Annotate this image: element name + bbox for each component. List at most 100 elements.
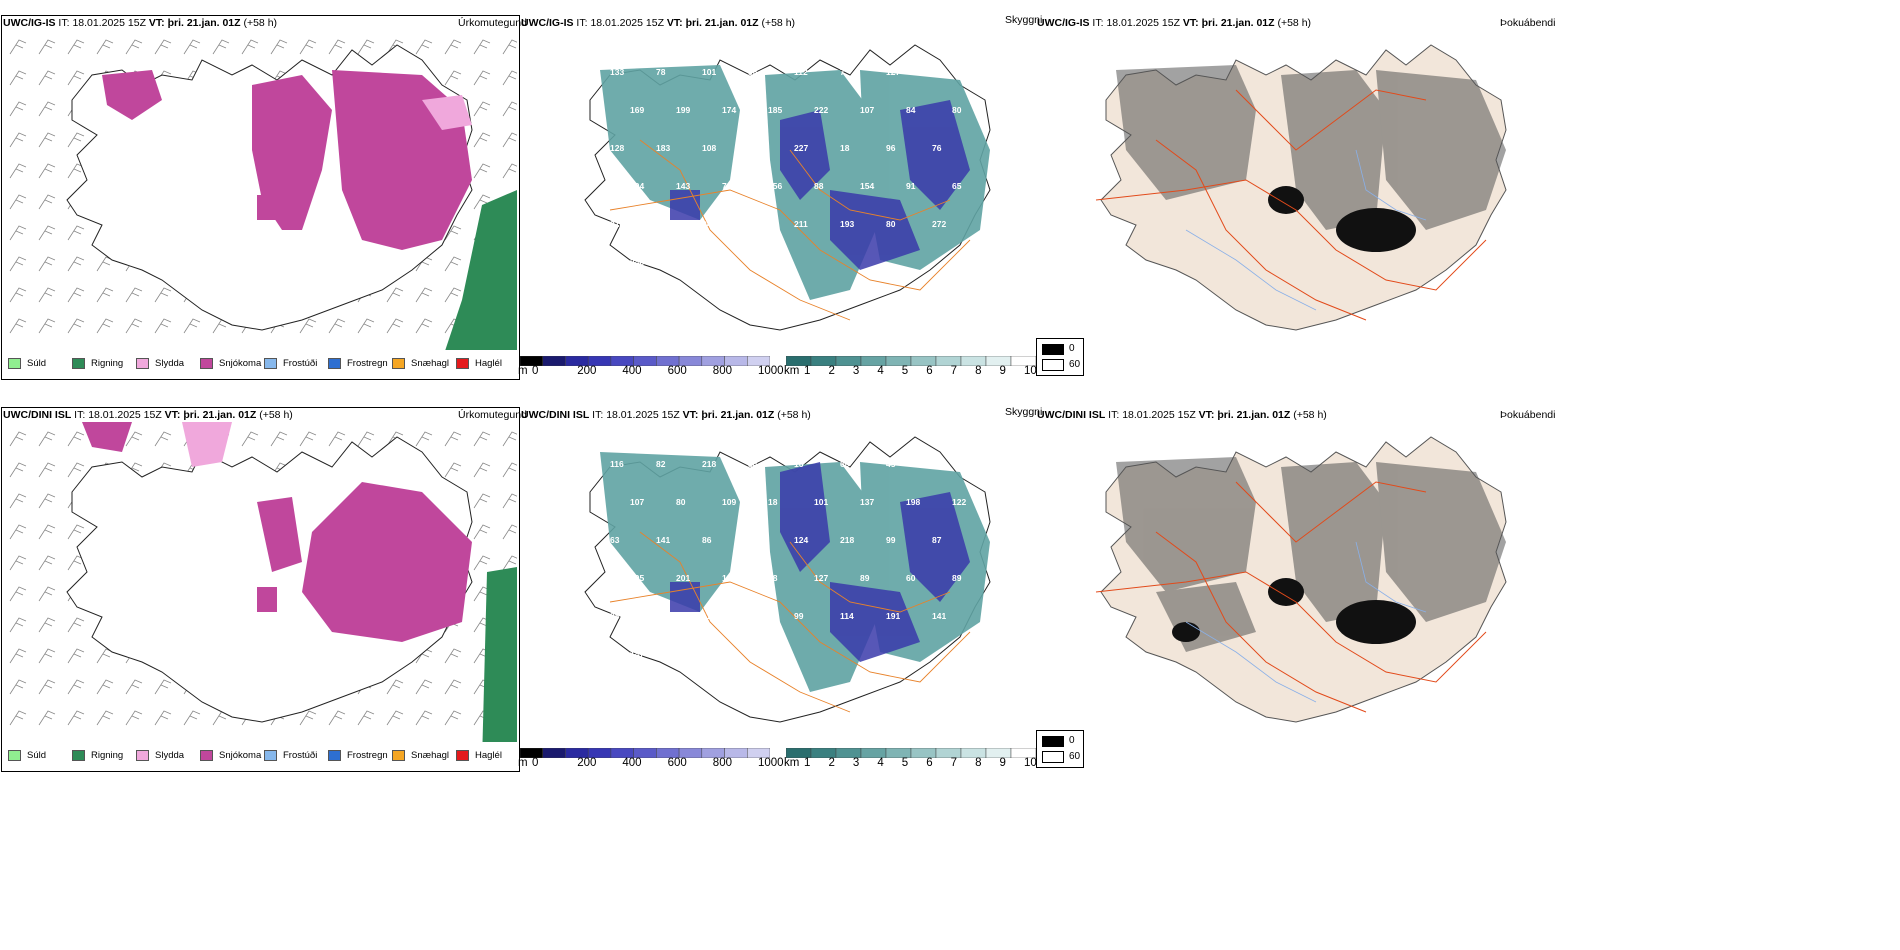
colorbar-tick-label: 0 bbox=[532, 757, 538, 769]
wind-barb bbox=[126, 432, 142, 446]
ceiling-label: 272 bbox=[932, 219, 946, 229]
colorbar-tick-label: 800 bbox=[713, 365, 732, 377]
wind-barb bbox=[155, 319, 171, 333]
colorbar-tick-label: 8 bbox=[975, 365, 981, 377]
legend-swatch bbox=[72, 750, 85, 761]
wind-barb bbox=[39, 164, 55, 178]
wind-barb bbox=[445, 680, 461, 694]
precip-map-header: UWC/IG-IS IT: 18.01.2025 15Z VT: þri. 21… bbox=[3, 17, 277, 29]
wind-barb bbox=[126, 40, 142, 54]
vt-label: VT: bbox=[165, 409, 181, 421]
legend-swatch bbox=[200, 358, 213, 369]
precip-map-header: UWC/DINI ISL IT: 18.01.2025 15Z VT: þri.… bbox=[3, 409, 293, 421]
legend-item: Slydda bbox=[136, 749, 184, 763]
ceiling-label: 76 bbox=[932, 143, 942, 153]
cloud-map-header: UWC/DINI ISL IT: 18.01.2025 15Z VT: þri.… bbox=[521, 409, 811, 421]
colorbar-segment bbox=[986, 748, 1011, 758]
ceiling-label: 16 bbox=[794, 459, 804, 469]
wind-barb bbox=[39, 618, 55, 632]
legend-label: Frostregn bbox=[347, 358, 388, 369]
legend-item: Súld bbox=[8, 749, 46, 763]
wind-barb bbox=[300, 432, 316, 446]
colorbar-tick-label: 8 bbox=[975, 757, 981, 769]
colorbar-tick-label: 4 bbox=[877, 757, 883, 769]
legend-label: Frostúði bbox=[283, 750, 317, 761]
wind-barb bbox=[39, 226, 55, 240]
legend-swatch bbox=[456, 358, 469, 369]
colorbar-tick-label: 1 bbox=[804, 757, 810, 769]
wind-barb bbox=[68, 133, 84, 147]
wind-barb bbox=[68, 649, 84, 663]
wind-barb bbox=[300, 40, 316, 54]
legend-item: Snjókoma bbox=[200, 357, 261, 371]
wind-barb bbox=[445, 257, 461, 271]
lead-time: (+58 h) bbox=[1277, 17, 1311, 29]
colorbar-unit: m bbox=[518, 365, 528, 377]
wind-barb bbox=[416, 40, 432, 54]
fog-map bbox=[1036, 30, 1551, 350]
wind-barb bbox=[329, 40, 345, 54]
ceiling-label: 227 bbox=[794, 143, 808, 153]
colorbar-tick-label: 2 bbox=[828, 365, 834, 377]
legend-label: Frostregn bbox=[347, 750, 388, 761]
colorbar-tick-label: 600 bbox=[668, 365, 687, 377]
ceiling-label: 82 bbox=[656, 459, 666, 469]
vt-label: VT: bbox=[667, 17, 683, 29]
ceiling-label: 116 bbox=[722, 573, 736, 583]
ceiling-label: 7 bbox=[840, 67, 845, 77]
ceiling-label: 11 bbox=[702, 611, 711, 621]
wind-barb bbox=[126, 319, 142, 333]
vt-label: VT: bbox=[1183, 17, 1199, 29]
visibility-colorbar bbox=[786, 356, 1036, 366]
ceiling-label: 12 bbox=[676, 257, 686, 267]
colorbar-segment bbox=[543, 748, 566, 758]
legend-label: Haglél bbox=[475, 750, 502, 761]
legend-label: Súld bbox=[27, 358, 46, 369]
legend-swatch bbox=[8, 750, 21, 761]
colorbar-tick-label: 2 bbox=[828, 757, 834, 769]
colorbar-segment bbox=[543, 356, 566, 366]
colorbar-unit: m bbox=[518, 757, 528, 769]
ceiling-label: 169 bbox=[630, 105, 644, 115]
legend-label: Snjókoma bbox=[219, 358, 261, 369]
fog-map-title: Þokuábendi bbox=[1500, 17, 1555, 29]
model-name: UWC/IG-IS bbox=[1037, 17, 1090, 29]
wind-barb bbox=[503, 40, 517, 54]
legend-swatch bbox=[200, 750, 213, 761]
ceiling-label: 107 bbox=[860, 105, 874, 115]
wind-barb bbox=[10, 71, 26, 85]
rain-area bbox=[482, 567, 517, 742]
wind-barb bbox=[184, 40, 200, 54]
ceiling-label: 88 bbox=[610, 611, 620, 621]
ceiling-label: 80 bbox=[886, 219, 896, 229]
legend-label: Súld bbox=[27, 750, 46, 761]
wind-barb bbox=[68, 257, 84, 271]
wind-barb bbox=[10, 40, 26, 54]
row-dini-isl: UWC/DINI ISL IT: 18.01.2025 15Z VT: þri.… bbox=[0, 392, 1900, 867]
ceiling-label: 141 bbox=[932, 611, 946, 621]
colorbar-tick-label: 800 bbox=[713, 757, 732, 769]
colorbar-tick-label: 3 bbox=[853, 365, 859, 377]
wind-barb bbox=[10, 133, 26, 147]
it-time: 18.01.2025 15Z bbox=[606, 409, 680, 421]
model-name: UWC/DINI ISL bbox=[1037, 409, 1105, 421]
ceiling-label: 222 bbox=[814, 105, 828, 115]
legend-label: Snæhagl bbox=[411, 750, 449, 761]
wind-barb bbox=[445, 71, 461, 85]
wind-barb bbox=[68, 432, 84, 446]
legend-swatch bbox=[456, 750, 469, 761]
ceiling-label: 174 bbox=[722, 105, 736, 115]
visibility-colorbar bbox=[786, 748, 1036, 758]
legend-item: Snæhagl bbox=[392, 357, 449, 371]
wind-barb bbox=[416, 319, 432, 333]
wind-barb bbox=[474, 164, 490, 178]
ceiling-label: 107 bbox=[630, 497, 644, 507]
lead-time: (+58 h) bbox=[761, 17, 795, 29]
model-name: UWC/DINI ISL bbox=[3, 409, 71, 421]
it-label: IT: bbox=[592, 409, 603, 421]
wind-barb bbox=[10, 463, 26, 477]
ceiling-label: 206 bbox=[656, 611, 670, 621]
colorbar-tick-label: 6 bbox=[926, 757, 932, 769]
wind-barb bbox=[445, 40, 461, 54]
legend-label: Haglél bbox=[475, 358, 502, 369]
